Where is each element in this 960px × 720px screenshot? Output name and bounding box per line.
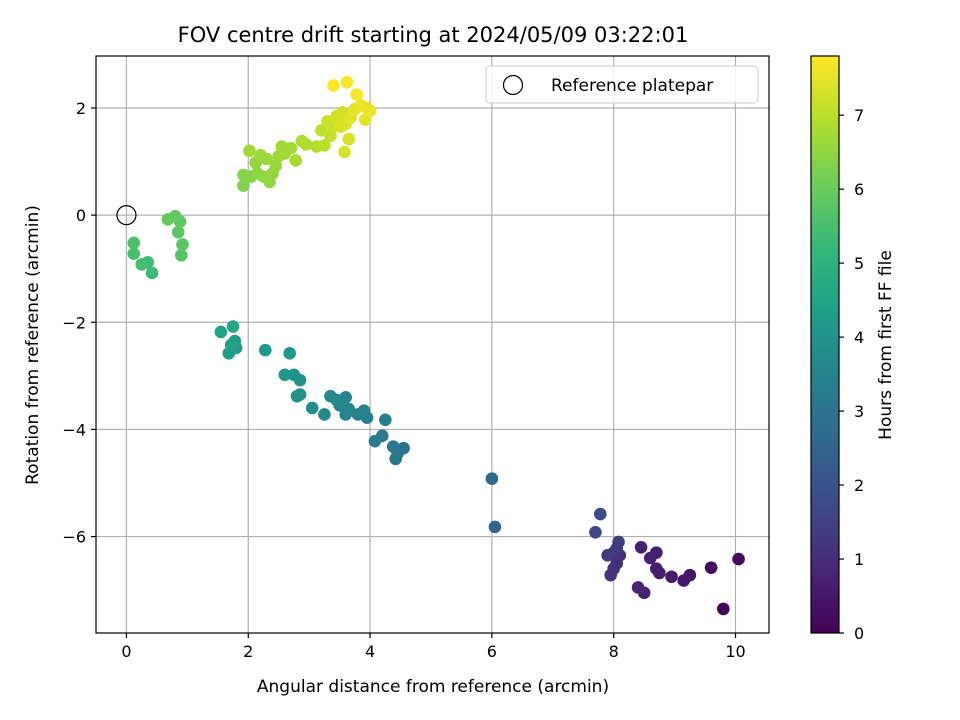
data-point	[290, 389, 304, 403]
colorbar-ticks: 0 1 2 3 4 5 6 7	[839, 106, 864, 643]
colorbar-tick-label: 4	[854, 328, 864, 347]
data-point	[334, 120, 348, 134]
data-point	[704, 561, 718, 574]
data-point	[287, 368, 301, 382]
data-point	[278, 368, 292, 382]
x-tick-label: 6	[487, 642, 497, 661]
data-point	[589, 525, 602, 539]
data-point	[368, 434, 382, 448]
x-tick-label: 10	[725, 642, 745, 661]
colorbar-tick-label: 0	[854, 624, 864, 643]
data-point	[601, 549, 614, 562]
data-point	[127, 247, 141, 260]
data-point	[351, 408, 365, 421]
data-point	[350, 88, 363, 101]
data-point	[612, 535, 625, 549]
x-tick-label: 4	[365, 642, 375, 661]
colorbar-tick-label: 2	[854, 476, 864, 495]
data-point	[717, 602, 730, 616]
data-point	[342, 132, 356, 146]
data-point	[363, 104, 377, 117]
data-point	[214, 325, 228, 339]
data-point	[127, 236, 141, 250]
data-point	[176, 238, 189, 251]
data-point	[237, 179, 250, 192]
data-point	[283, 347, 296, 360]
colorbar	[810, 55, 840, 634]
data-point	[324, 389, 337, 403]
reference-platepar-marker	[116, 205, 137, 226]
data-point	[631, 581, 645, 594]
data-point	[318, 408, 331, 421]
data-point	[488, 520, 502, 534]
data-point	[386, 440, 400, 453]
data-point	[593, 507, 607, 521]
data-point	[604, 568, 617, 582]
y-axis-label: Rotation from reference (arcmin)	[23, 205, 43, 485]
reference-marker-layer	[116, 205, 137, 226]
data-point	[665, 570, 678, 584]
colorbar-tick-label: 7	[854, 106, 864, 125]
data-point	[327, 79, 340, 92]
plot-frame	[95, 55, 770, 634]
y-tick-label: 2	[76, 99, 86, 118]
x-axis-ticks: 0 2 4 6 8 10	[121, 633, 746, 661]
y-tick-label: −2	[62, 313, 86, 332]
data-point	[321, 115, 334, 128]
data-point	[135, 258, 148, 271]
data-point	[354, 98, 368, 112]
grid	[96, 56, 769, 633]
data-point	[299, 138, 313, 151]
data-point	[318, 139, 331, 152]
data-point	[378, 413, 392, 427]
data-point	[634, 540, 648, 554]
data-point	[254, 148, 267, 162]
y-tick-label: −6	[62, 528, 86, 547]
x-axis-label: Angular distance from reference (arcmin)	[257, 677, 609, 697]
colorbar-tick-label: 6	[854, 180, 864, 199]
x-tick-label: 2	[243, 642, 253, 661]
data-point	[677, 574, 691, 587]
data-point	[226, 320, 240, 333]
y-tick-label: 0	[76, 206, 86, 225]
data-point	[259, 343, 272, 357]
x-tick-label: 8	[609, 642, 619, 661]
y-tick-label: −4	[62, 420, 86, 439]
data-points	[127, 75, 745, 616]
data-point	[161, 213, 175, 226]
data-point	[305, 401, 319, 415]
data-point	[340, 75, 354, 89]
data-point	[145, 266, 159, 280]
data-point	[289, 154, 303, 167]
data-point	[315, 124, 328, 137]
x-tick-label: 0	[121, 642, 131, 661]
data-point	[174, 248, 188, 262]
data-point	[732, 552, 745, 566]
legend-box	[485, 65, 759, 104]
legend-entry-reference: Reference platepar	[551, 76, 713, 96]
y-axis-ticks: −6 −4 −2 0 2	[62, 99, 96, 547]
data-point	[284, 141, 298, 155]
legend-reference-marker	[502, 74, 524, 96]
legend: Reference platepar	[485, 65, 759, 104]
chart-title: FOV centre drift starting at 2024/05/09 …	[178, 23, 689, 47]
colorbar-tick-label: 3	[854, 402, 864, 421]
data-point	[653, 566, 666, 580]
data-point	[243, 144, 256, 158]
data-point	[485, 472, 499, 486]
data-point	[224, 338, 238, 352]
data-point	[643, 551, 657, 565]
colorbar-label: Hours from first FF file	[876, 250, 896, 440]
colorbar-tick-label: 1	[854, 550, 864, 569]
data-point	[171, 225, 185, 239]
data-point	[269, 159, 282, 173]
colorbar-tick-label: 5	[854, 254, 864, 273]
data-point	[389, 452, 402, 466]
data-point	[338, 145, 351, 159]
